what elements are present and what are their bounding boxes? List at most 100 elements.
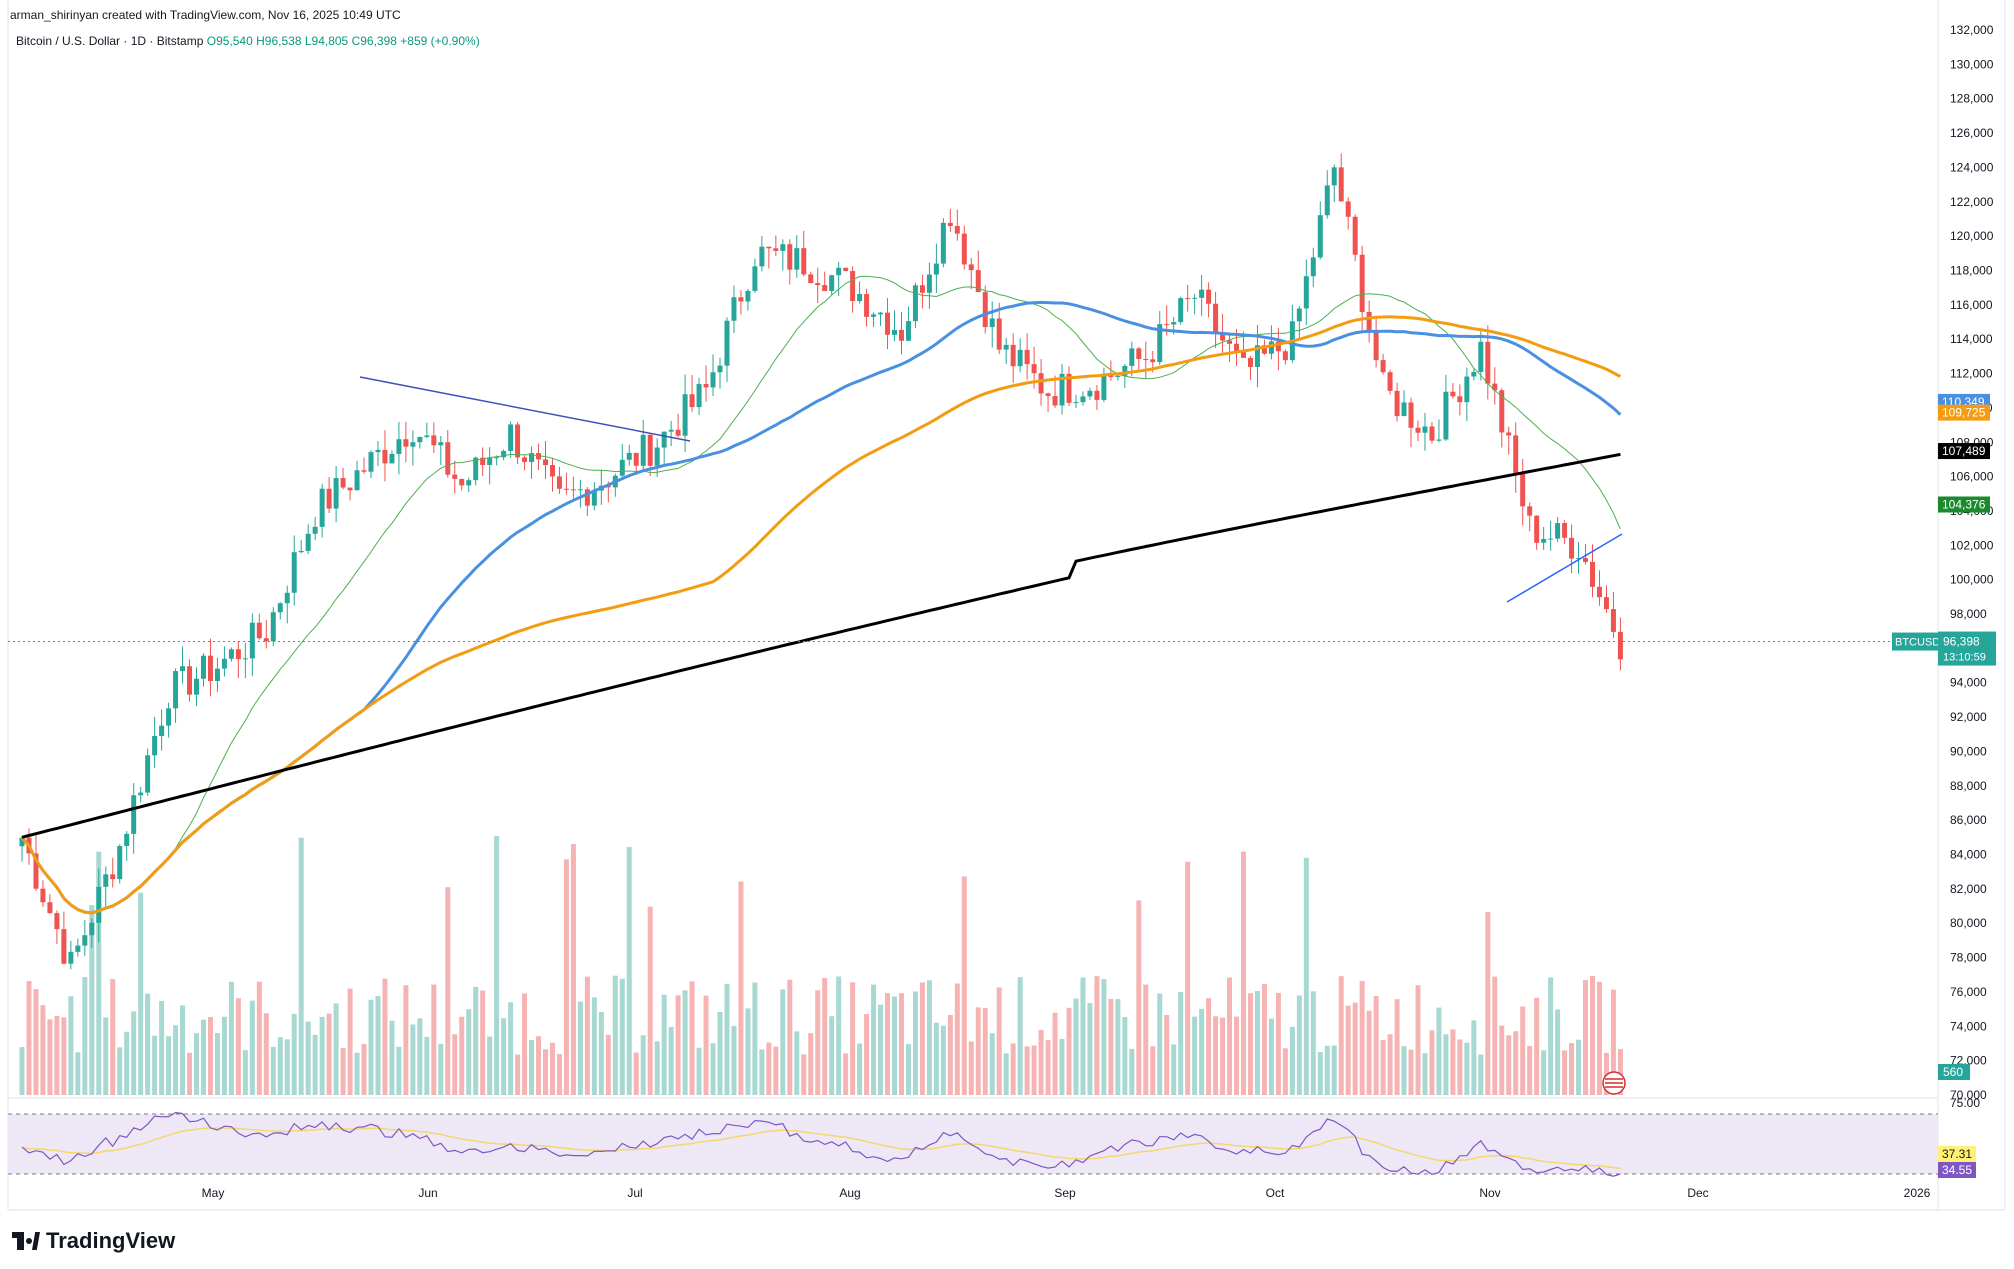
- volume-bar: [277, 1037, 283, 1095]
- candle-body: [682, 394, 688, 436]
- tradingview-logo[interactable]: TradingView: [12, 1228, 175, 1254]
- candle-body: [1394, 390, 1400, 417]
- candle-body: [312, 526, 318, 534]
- volume-bar: [1380, 1039, 1386, 1095]
- volume-bar: [759, 1049, 765, 1095]
- volume-bar: [487, 1036, 493, 1095]
- volume-bar: [480, 990, 486, 1095]
- volume-bar: [864, 1014, 870, 1095]
- volume-bar: [194, 1033, 199, 1095]
- ma-price-label: 104,376: [1942, 498, 1986, 512]
- volume-bar: [926, 980, 932, 1095]
- candle-body: [584, 489, 590, 506]
- candle-body: [843, 267, 849, 272]
- volume-bar: [1254, 991, 1260, 1095]
- candle-body: [752, 266, 758, 291]
- volume-bar: [696, 1047, 702, 1095]
- price-label-bg: [1938, 496, 1990, 513]
- candle-body: [1345, 201, 1351, 217]
- candle-body: [159, 725, 165, 736]
- volume-bar: [403, 985, 409, 1095]
- volume-bar: [459, 1016, 465, 1095]
- volume-bar: [1415, 985, 1421, 1095]
- volume-bar: [1199, 1008, 1205, 1095]
- ticker-tag: BTCUSD: [1895, 637, 1940, 649]
- candle-body: [1387, 372, 1393, 391]
- candle-body: [522, 457, 528, 462]
- candle-body: [787, 244, 793, 270]
- candle-body: [1548, 538, 1554, 540]
- volume-bar: [375, 996, 381, 1095]
- candle-body: [235, 649, 241, 660]
- volume-bar: [689, 981, 695, 1095]
- candle-body: [82, 935, 88, 946]
- candle-body: [738, 297, 744, 302]
- volume-bar: [291, 1013, 297, 1095]
- price-label-bg: [1938, 443, 1990, 460]
- candle-body: [982, 292, 988, 328]
- candle-body: [808, 274, 814, 284]
- volume-bar: [668, 1026, 674, 1095]
- candle-body: [1513, 435, 1519, 473]
- volume-bar: [1429, 1030, 1435, 1095]
- candle-body: [138, 792, 144, 796]
- candle-body: [1422, 426, 1428, 433]
- volume-bar: [1317, 1052, 1323, 1095]
- candle-body: [1429, 426, 1435, 441]
- candle-body: [794, 248, 800, 270]
- low-value: L94,805: [304, 34, 349, 48]
- candle-body: [1031, 364, 1037, 374]
- volume-bar: [570, 844, 576, 1095]
- price-tick: 132,000: [1950, 23, 1994, 37]
- volume-bar: [1527, 1046, 1533, 1095]
- candle-body: [354, 470, 360, 491]
- volume-bar: [1303, 857, 1309, 1095]
- volume-bar: [1338, 976, 1344, 1095]
- volume-bar: [347, 988, 353, 1095]
- volume-bar: [1213, 1016, 1219, 1095]
- price-tick: 122,000: [1950, 195, 1994, 209]
- candle-body: [319, 488, 325, 527]
- candle-body: [187, 666, 193, 695]
- volume-bar: [1115, 999, 1121, 1095]
- volume-bar: [1576, 1039, 1582, 1095]
- volume-bar: [996, 987, 1002, 1095]
- time-label: Sep: [1054, 1186, 1076, 1200]
- candle-body: [1534, 515, 1540, 543]
- candle-body: [166, 708, 172, 726]
- candle-body: [836, 267, 842, 276]
- candle-body: [180, 666, 186, 672]
- volume-bar: [1450, 1029, 1456, 1095]
- candle-body: [382, 449, 388, 464]
- volume-bar: [947, 1014, 953, 1095]
- candle-body: [933, 263, 939, 275]
- volume-label-bg: [1938, 1064, 1970, 1080]
- candle-body: [263, 638, 269, 642]
- candle-body: [375, 449, 381, 453]
- candle-body: [501, 450, 507, 458]
- volume-bar: [333, 1003, 339, 1095]
- volume-bar: [1569, 1043, 1575, 1095]
- volume-bar: [633, 1052, 639, 1095]
- resistance-trendline: [359, 376, 691, 442]
- candle-body: [1583, 558, 1589, 562]
- volume-bar: [33, 989, 39, 1095]
- candle-body: [1101, 374, 1107, 400]
- candle-body: [1415, 427, 1421, 433]
- candle-body: [1310, 257, 1316, 277]
- candle-body: [145, 755, 151, 793]
- candle-body: [640, 434, 646, 466]
- volume-bar: [242, 1050, 248, 1095]
- volume-bar: [954, 983, 960, 1095]
- time-label: Aug: [839, 1186, 860, 1200]
- volume-bar: [1366, 1010, 1372, 1095]
- candle-body: [256, 622, 262, 639]
- symbol-name[interactable]: Bitcoin / U.S. Dollar · 1D · Bitstamp: [16, 34, 204, 48]
- volume-bar: [577, 1001, 583, 1095]
- candle-body: [871, 314, 877, 317]
- candle-body: [103, 874, 109, 887]
- volume-bar: [1408, 1049, 1414, 1095]
- volume-bar: [654, 1041, 660, 1095]
- volume-bar: [1345, 1005, 1351, 1095]
